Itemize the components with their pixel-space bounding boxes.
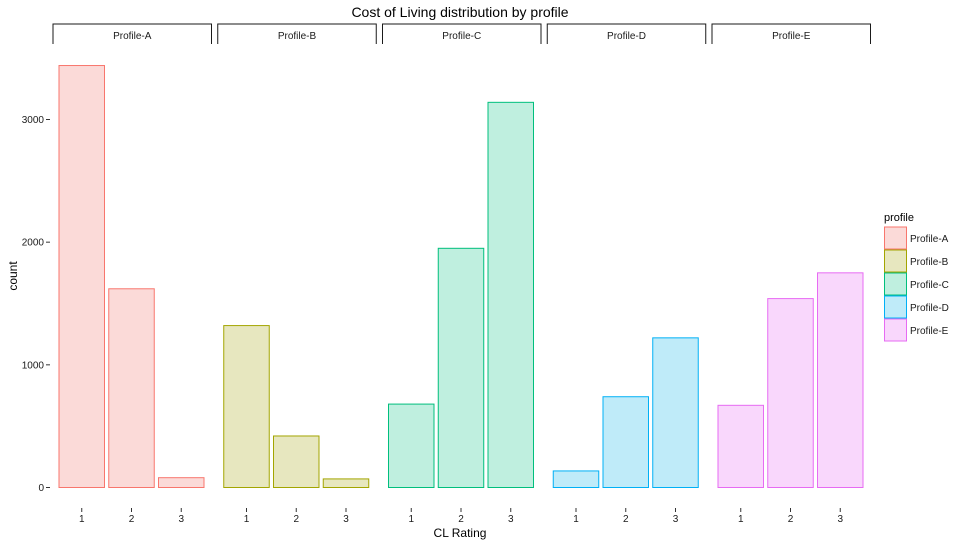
x-tick-label: 2 [623, 514, 629, 525]
x-tick-label: 3 [673, 514, 679, 525]
legend-title: profile [884, 212, 914, 224]
legend-label: Profile-B [910, 257, 949, 268]
bar [817, 272, 864, 489]
x-tick-label: 3 [178, 514, 184, 525]
facet-strip-label: Profile-A [113, 31, 152, 42]
facet-panel-profile-e: Profile-E 1 2 3 [711, 23, 871, 525]
facet-strip [711, 23, 871, 44]
bar [273, 435, 320, 489]
x-tick-label: 2 [129, 514, 135, 525]
x-tick-label: 3 [343, 514, 349, 525]
legend-label: Profile-D [910, 303, 949, 314]
facet-panel-profile-b: Profile-B 1 2 3 [217, 23, 377, 525]
bar [58, 65, 105, 488]
x-tick-label: 3 [837, 514, 843, 525]
x-tick-label: 1 [738, 514, 744, 525]
y-axis: 0 1000 2000 3000 [22, 115, 50, 494]
facet-panel-profile-a: Profile-A 1 2 3 [52, 23, 212, 525]
facet-panel-profile-c: Profile-C 1 2 3 [382, 23, 542, 525]
x-tick-label: 1 [79, 514, 85, 525]
bar [437, 247, 485, 488]
legend-item-profile-c: Profile-C [884, 272, 949, 296]
facet-strip [217, 23, 377, 44]
bar [552, 470, 600, 489]
x-tick-label: 2 [788, 514, 794, 525]
bar [223, 325, 270, 488]
y-tick-label: 0 [38, 483, 44, 494]
x-tick-label: 2 [458, 514, 464, 525]
facet-strip-label: Profile-D [607, 31, 646, 42]
facet-strip [546, 23, 707, 44]
x-tick-label: 1 [408, 514, 414, 525]
x-tick-label: 3 [508, 514, 514, 525]
legend-label: Profile-C [910, 280, 949, 291]
legend-item-profile-b: Profile-B [884, 249, 949, 273]
x-tick-label: 1 [573, 514, 579, 525]
legend-label: Profile-A [910, 234, 949, 245]
bar [602, 396, 649, 488]
y-tick-label: 3000 [22, 115, 45, 126]
bar [388, 403, 435, 488]
legend-item-profile-d: Profile-D [884, 295, 949, 319]
facet-strip [52, 23, 212, 44]
legend-swatch [884, 249, 907, 273]
bar [487, 101, 534, 489]
bar [717, 404, 764, 488]
y-tick-label: 1000 [22, 360, 45, 371]
x-tick-label: 2 [293, 514, 299, 525]
legend: profile Profile-A Profile-B Profile-C Profi… [884, 212, 949, 342]
y-axis-title: count [6, 261, 20, 291]
facet-strip-label: Profile-E [772, 31, 811, 42]
facet-panel-profile-d: Profile-D 1 2 3 [546, 23, 707, 525]
legend-swatch [884, 226, 907, 250]
x-tick-label: 1 [244, 514, 250, 525]
chart-title: Cost of Living distribution by profile [351, 4, 568, 20]
facet-strip [382, 23, 542, 44]
legend-swatch [884, 295, 907, 319]
bar [108, 288, 155, 488]
legend-label: Profile-E [910, 326, 949, 337]
y-tick-label: 2000 [22, 238, 45, 249]
facet-strip-label: Profile-C [442, 31, 481, 42]
facet-strip-label: Profile-B [278, 31, 317, 42]
bar [322, 478, 370, 488]
x-axis-title: CL Rating [434, 526, 487, 540]
bar [158, 477, 205, 489]
legend-item-profile-e: Profile-E [884, 318, 949, 342]
legend-swatch [884, 272, 907, 296]
legend-swatch [884, 318, 907, 342]
bar [767, 298, 814, 488]
bar [652, 337, 699, 489]
legend-item-profile-a: Profile-A [884, 226, 949, 250]
